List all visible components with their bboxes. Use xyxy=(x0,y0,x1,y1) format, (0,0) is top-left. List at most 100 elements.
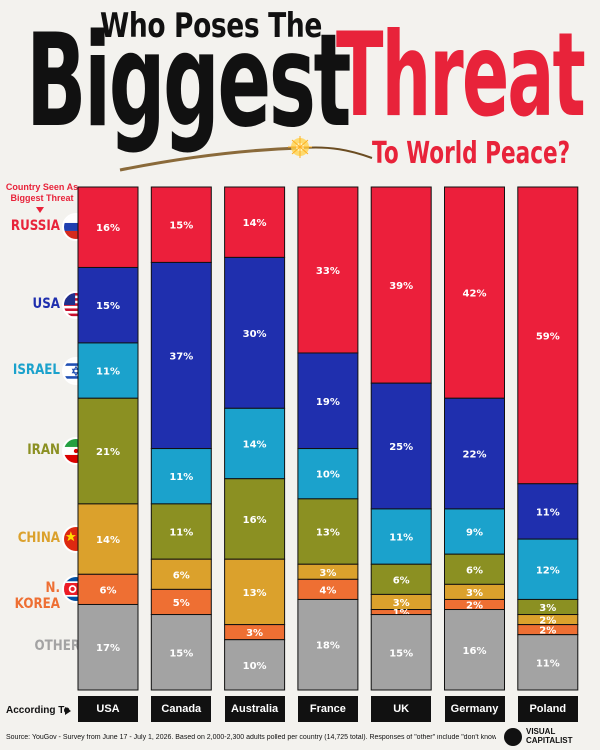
segment-label-russia-germany: 42% xyxy=(463,289,487,300)
bar-segment-iran-germany xyxy=(444,553,505,585)
bar-segment-other-uk xyxy=(370,614,432,691)
fuse-icon xyxy=(119,136,373,172)
segment-label-iran-australia: 16% xyxy=(243,515,267,526)
bar-segment-iran-canada xyxy=(150,503,212,560)
category-label-russia: RUSSIA xyxy=(10,218,61,235)
country-label-uk: UK xyxy=(371,696,432,722)
segment-label-north_korea-uk: 1% xyxy=(393,608,410,619)
segment-label-iran-uk: 6% xyxy=(393,575,410,586)
segment-label-russia-canada: 15% xyxy=(169,221,193,232)
category-label-usa: USA xyxy=(32,296,60,313)
bar-segment-other-france xyxy=(297,598,359,691)
segment-label-israel-usa: 11% xyxy=(96,367,120,378)
segment-label-other-australia: 10% xyxy=(243,661,267,672)
bar-segment-israel-poland xyxy=(517,538,579,600)
source-note: Source: YouGov - Survey from June 17 - J… xyxy=(6,734,496,741)
bar-segment-israel-usa xyxy=(77,342,139,399)
bar-segment-other-usa xyxy=(77,603,139,691)
bar-segment-israel-france xyxy=(297,448,359,500)
segment-label-iran-canada: 11% xyxy=(169,528,193,539)
logo-line2: CAPITALIST xyxy=(526,736,573,745)
segment-label-north_korea-usa: 6% xyxy=(100,585,117,596)
country-label-germany: Germany xyxy=(444,696,505,722)
segment-label-israel-uk: 11% xyxy=(389,533,413,544)
segment-label-north_korea-germany: 2% xyxy=(466,600,483,611)
bar-segment-north_korea-canada xyxy=(150,588,212,616)
category-label-other: OTHER xyxy=(34,638,80,655)
legend-heading: Country Seen As Biggest Threat xyxy=(5,182,79,203)
bar-segment-china-australia xyxy=(224,558,286,626)
segment-label-israel-poland: 12% xyxy=(536,565,560,576)
title-threat: Threat xyxy=(336,8,586,143)
bar-segment-other-poland xyxy=(517,634,579,691)
title-block: Who Poses The Biggest Threat To World Pe… xyxy=(0,0,600,180)
country-label-france: France xyxy=(297,696,358,722)
bar-segment-usa-australia xyxy=(224,256,286,409)
category-label-china: CHINA xyxy=(17,530,60,547)
category-label-israel: ISRAEL xyxy=(12,361,60,378)
bar-segment-usa-france xyxy=(297,352,359,450)
logo-line1: VISUAL xyxy=(526,727,556,736)
segment-label-iran-poland: 3% xyxy=(539,603,556,614)
bar-segment-russia-canada xyxy=(150,186,212,263)
category-label-iran: IRAN xyxy=(27,442,60,459)
segment-label-russia-poland: 59% xyxy=(536,331,560,342)
segment-label-other-france: 18% xyxy=(316,641,340,652)
segment-label-usa-usa: 15% xyxy=(96,301,120,312)
segment-label-usa-australia: 30% xyxy=(243,329,267,340)
title-subtitle: To World Peace? xyxy=(372,136,571,171)
segment-label-israel-australia: 14% xyxy=(243,440,267,451)
segment-label-other-usa: 17% xyxy=(96,643,120,654)
legend-arrow-icon xyxy=(36,207,44,213)
bar-segment-usa-uk xyxy=(370,382,432,510)
category-label-north_korea: N. KOREA xyxy=(14,580,60,613)
segment-label-iran-france: 13% xyxy=(316,528,340,539)
segment-label-israel-germany: 9% xyxy=(466,528,483,539)
title-biggest: Biggest xyxy=(26,7,351,156)
segment-label-other-germany: 16% xyxy=(463,646,487,657)
segment-label-israel-france: 10% xyxy=(316,470,340,481)
bar-segment-israel-canada xyxy=(150,448,212,505)
bar-segment-usa-germany xyxy=(444,397,505,510)
bar-segment-iran-uk xyxy=(370,563,432,595)
segment-label-iran-usa: 21% xyxy=(96,447,120,458)
bar-segment-iran-australia xyxy=(224,478,286,560)
segment-label-north_korea-australia: 3% xyxy=(246,628,263,639)
bar-segment-israel-australia xyxy=(224,407,286,480)
country-label-usa: USA xyxy=(78,696,138,722)
bar-segment-iran-france xyxy=(297,498,359,565)
bar-segment-usa-canada xyxy=(150,261,212,450)
segment-label-iran-germany: 6% xyxy=(466,565,483,576)
according-to-label: According To xyxy=(6,705,70,716)
segment-label-china-france: 3% xyxy=(319,568,336,579)
bar-segment-russia-usa xyxy=(77,186,139,268)
bar-segment-china-usa xyxy=(77,503,139,575)
segment-label-north_korea-canada: 5% xyxy=(173,598,190,609)
bar-segment-other-canada xyxy=(150,614,212,691)
segment-label-russia-usa: 16% xyxy=(96,223,120,234)
country-label-poland: Poland xyxy=(517,696,578,722)
country-label-canada: Canada xyxy=(151,696,212,722)
bar-segment-other-germany xyxy=(444,609,505,691)
logo-icon xyxy=(504,728,522,746)
bar-segment-china-canada xyxy=(150,558,212,590)
segment-label-russia-uk: 39% xyxy=(389,281,413,292)
segment-label-usa-poland: 11% xyxy=(536,507,560,518)
segment-label-usa-france: 19% xyxy=(316,397,340,408)
bar-segment-russia-poland xyxy=(517,186,579,485)
bar-segment-usa-poland xyxy=(517,483,579,540)
segment-label-russia-australia: 14% xyxy=(243,218,267,229)
bar-segment-usa-usa xyxy=(77,266,139,344)
segment-label-china-germany: 3% xyxy=(466,588,483,599)
segment-label-north_korea-poland: 2% xyxy=(539,626,556,637)
bar-segment-other-australia xyxy=(224,639,286,691)
bar-segment-iran-usa xyxy=(77,397,139,505)
segment-label-russia-france: 33% xyxy=(316,266,340,277)
segment-label-china-usa: 14% xyxy=(96,535,120,546)
segment-label-china-uk: 3% xyxy=(393,598,410,609)
bar-segment-russia-germany xyxy=(444,186,505,399)
stacked-bar-chart: 16% 15% 11% 21% 14% 6% 17% 15% 37% 11% 11% 6% 5% 15% 1… xyxy=(77,186,579,691)
bar-segment-israel-germany xyxy=(444,508,505,555)
according-arrow-icon xyxy=(65,707,71,715)
segment-label-other-uk: 15% xyxy=(389,648,413,659)
